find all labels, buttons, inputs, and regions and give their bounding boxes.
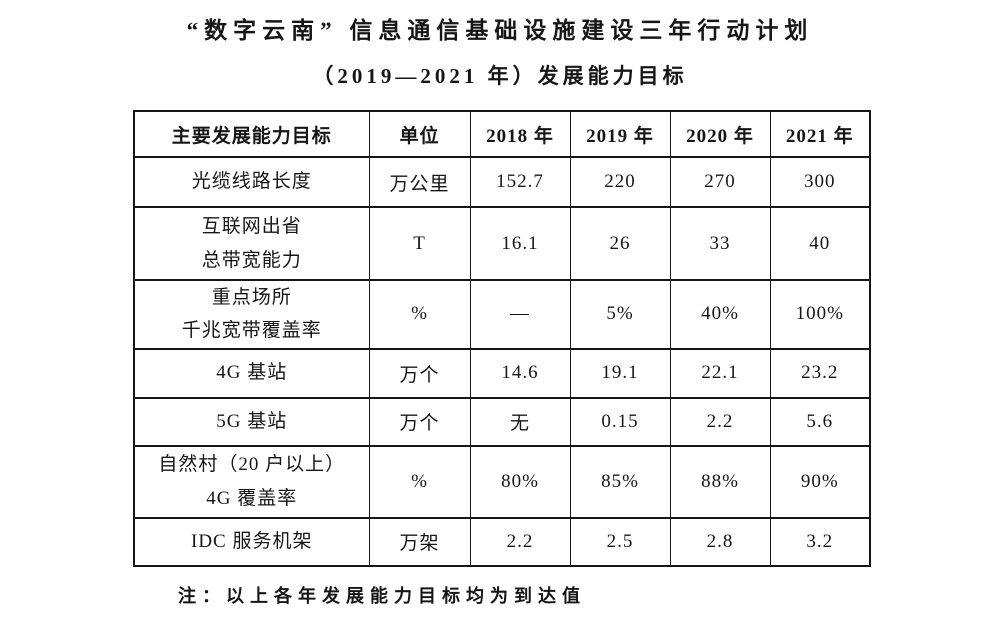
indicator-cell: 互联网出省 总带宽能力 [133,206,370,281]
document-subtitle: （2019—2021 年）发展能力目标 [312,64,688,88]
unit-cell: % [368,279,471,350]
value-2018: — [469,279,571,350]
col-header-indicator: 主要发展能力目标 [133,110,370,158]
col-header-2021: 2021 年 [769,110,871,158]
unit-cell: % [368,444,471,519]
indicator-cell: 重点场所 千兆宽带覆盖率 [133,279,370,350]
table-row-4g-base-stations: 4G 基站 万个 14.6 19.1 22.1 23.2 [133,347,871,399]
document-title: “数字云南” 信息通信基础设施建设三年行动计划 [186,18,814,43]
indicator-line: 总带宽能力 [201,249,302,271]
col-header-2019: 2019 年 [569,110,671,158]
unit-cell: T [368,206,471,281]
value-2021: 40 [769,206,871,281]
indicator-line: 自然村（20 户以上） [158,454,346,476]
value-2018: 80% [469,444,571,519]
indicator-line: 重点场所 [211,287,292,308]
table-row-fiber-length: 光缆线路长度 万公里 152.7 220 270 300 [133,156,871,208]
indicator-line: 4G 覆盖率 [206,487,298,509]
value-2020: 2.8 [669,516,771,567]
value-2018: 16.1 [469,206,571,281]
indicator-cell: 5G 基站 [133,396,370,447]
value-2020: 22.1 [669,347,771,399]
value-2020: 270 [669,156,771,208]
col-header-unit: 单位 [368,110,471,158]
unit-cell: 万公里 [368,156,471,208]
value-2018: 无 [469,396,571,447]
development-targets-table: 主要发展能力目标 单位 2018 年 2019 年 2020 年 2021 年 … [133,110,871,567]
indicator-line: IDC 服务机架 [191,530,313,552]
value-2021: 23.2 [769,347,871,399]
value-2019: 0.15 [569,396,671,447]
value-2020: 40% [669,279,771,350]
value-2021: 90% [769,444,871,519]
indicator-cell: 光缆线路长度 [133,156,370,208]
table-row-village-4g-coverage: 自然村（20 户以上） 4G 覆盖率 % 80% 85% 88% 90% [133,444,871,519]
unit-cell: 万个 [368,396,471,447]
value-2019: 26 [569,206,671,281]
indicator-cell: IDC 服务机架 [133,516,370,567]
table-row-idc-racks: IDC 服务机架 万架 2.2 2.5 2.8 3.2 [133,516,871,567]
indicator-cell: 自然村（20 户以上） 4G 覆盖率 [133,444,370,519]
value-2019: 85% [569,444,671,519]
value-2021: 300 [769,156,871,208]
unit-cell: 万架 [368,516,471,567]
indicator-line: 光缆线路长度 [191,171,312,193]
indicator-line: 互联网出省 [201,216,302,238]
value-2018: 152.7 [469,156,571,208]
table-header-row: 主要发展能力目标 单位 2018 年 2019 年 2020 年 2021 年 [133,110,871,158]
value-2018: 14.6 [469,347,571,399]
value-2021: 100% [769,279,871,350]
table-row-internet-bandwidth: 互联网出省 总带宽能力 T 16.1 26 33 40 [133,206,871,281]
col-header-2018: 2018 年 [469,110,571,158]
value-2020: 33 [669,206,771,281]
indicator-line: 4G 基站 [216,362,288,384]
value-2021: 5.6 [769,396,871,447]
value-2018: 2.2 [469,516,571,567]
table-row-5g-base-stations: 5G 基站 万个 无 0.15 2.2 5.6 [133,396,871,447]
col-header-2020: 2020 年 [669,110,771,158]
table-row-gigabit-coverage: 重点场所 千兆宽带覆盖率 % — 5% 40% 100% [133,279,871,350]
indicator-line: 5G 基站 [216,410,288,432]
unit-cell: 万个 [368,347,471,399]
value-2019: 2.5 [569,516,671,567]
value-2019: 19.1 [569,347,671,399]
value-2019: 5% [569,279,671,350]
indicator-line: 千兆宽带覆盖率 [181,320,322,342]
value-2020: 88% [669,444,771,519]
footnote: 注：以上各年发展能力目标均为到达值 [178,586,586,606]
value-2021: 3.2 [769,516,871,567]
indicator-cell: 4G 基站 [133,347,370,399]
value-2020: 2.2 [669,396,771,447]
value-2019: 220 [569,156,671,208]
